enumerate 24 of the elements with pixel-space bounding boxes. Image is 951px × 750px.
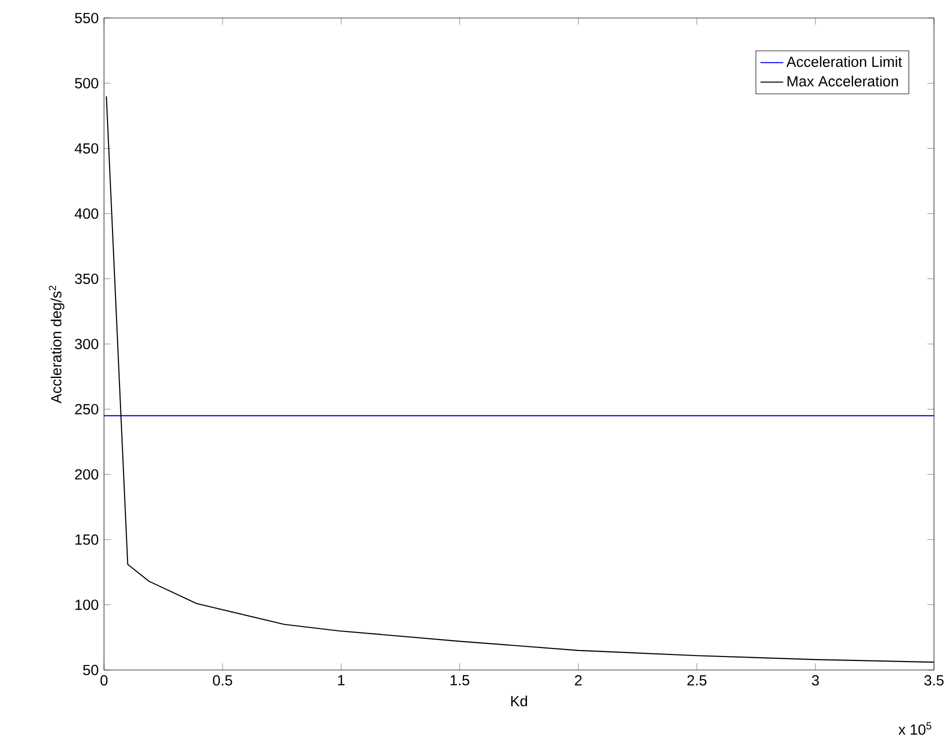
x-tick-label: 1 xyxy=(338,675,345,686)
y-tick-label: 200 xyxy=(75,469,98,480)
y-tick-label: 500 xyxy=(74,78,98,88)
y-tick-label: 350 xyxy=(74,274,98,284)
y-tick-label: 250 xyxy=(75,404,98,414)
y-tick-label: 300 xyxy=(74,338,98,350)
y-tick-label: 400 xyxy=(74,208,98,219)
x-tick-label: 0.5 xyxy=(212,675,232,686)
y-axis-title: Accleration deg/s$^{2}$ xyxy=(48,286,64,404)
x-tick-label: 2.5 xyxy=(687,675,706,686)
y-tick-label: 550 xyxy=(74,12,98,24)
legend-label: Max Acceleration xyxy=(788,76,898,86)
x-tick-label: 0 xyxy=(100,675,108,686)
y-tick-label: 50 xyxy=(83,664,98,676)
x-tick-label: 2 xyxy=(574,675,582,686)
y-tick-label: 150 xyxy=(75,534,98,545)
x-tick-label: 3.5 xyxy=(924,675,944,686)
x-axis-title: Kd xyxy=(511,696,528,706)
y-tick-label: 450 xyxy=(74,143,98,154)
text: x 10$^{5}$ xyxy=(898,722,932,735)
x-tick-label: 1.5 xyxy=(450,675,470,686)
x-tick-label: 3 xyxy=(812,675,819,686)
legend-label: Acceleration Limit xyxy=(786,56,902,67)
y-tick-label: 100 xyxy=(75,600,98,610)
